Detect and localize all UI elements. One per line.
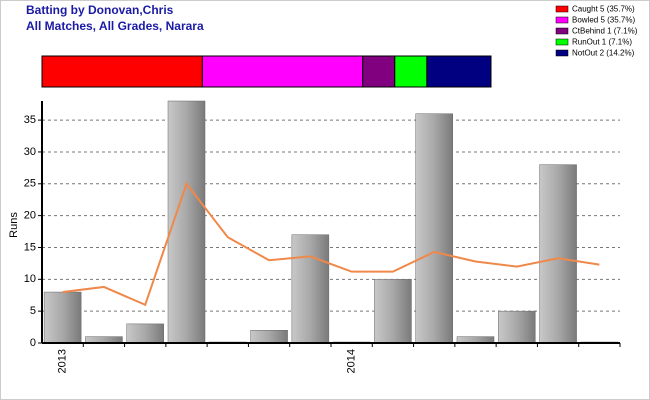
legend-swatch bbox=[555, 38, 569, 46]
bar bbox=[374, 279, 412, 344]
line bbox=[62, 181, 600, 307]
legend-swatch bbox=[555, 27, 569, 35]
legend-label: Caught 5 (35.7%) bbox=[572, 5, 635, 14]
segment bbox=[394, 55, 428, 88]
legend-swatch bbox=[555, 16, 569, 24]
legend-label: CtBehind 1 (7.1%) bbox=[572, 27, 638, 36]
legend-label: Bowled 5 (35.7%) bbox=[572, 16, 635, 25]
bar bbox=[291, 234, 330, 344]
legend-label: RunOut 1 (7.1%) bbox=[572, 38, 632, 47]
bar bbox=[539, 164, 577, 344]
bar bbox=[250, 330, 288, 344]
bar bbox=[43, 291, 82, 344]
legend-label: NotOut 2 (14.2%) bbox=[572, 49, 635, 58]
bar bbox=[498, 310, 536, 344]
y-tick-label: 15 bbox=[24, 241, 36, 253]
legend-swatch bbox=[555, 49, 569, 57]
x-tick-label: 2013 bbox=[57, 349, 69, 373]
segment bbox=[41, 55, 203, 88]
y-tick-label: 5 bbox=[30, 305, 36, 317]
segment bbox=[201, 55, 364, 88]
chart-title: Batting by Donovan,Chris bbox=[26, 3, 174, 17]
bar bbox=[415, 113, 453, 344]
segment bbox=[362, 55, 396, 88]
x-tick-label: 2014 bbox=[346, 349, 358, 373]
chart-subtitle: All Matches, All Grades, Narara bbox=[26, 19, 204, 33]
y-tick-label: 10 bbox=[24, 273, 36, 285]
y-tick-label: 0 bbox=[30, 337, 36, 349]
y-axis-label: Runs bbox=[8, 212, 20, 238]
y-tick-label: 25 bbox=[24, 178, 36, 190]
bar bbox=[126, 323, 164, 344]
y-tick-label: 30 bbox=[24, 146, 36, 158]
y-tick-label: 20 bbox=[24, 210, 36, 222]
y-tick-label: 35 bbox=[24, 114, 36, 126]
legend-swatch bbox=[555, 5, 569, 13]
segment bbox=[426, 55, 492, 88]
